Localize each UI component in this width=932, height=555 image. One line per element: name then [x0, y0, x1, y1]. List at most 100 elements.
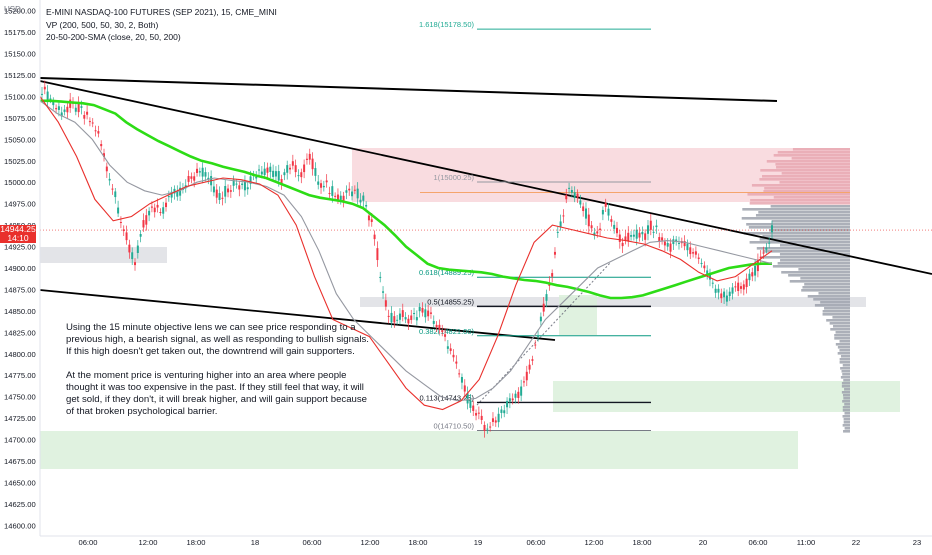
candle-body [274, 171, 277, 177]
candle-body [173, 188, 176, 194]
candle-body [272, 170, 275, 177]
candle-body [635, 229, 638, 239]
volume-profile-bar [830, 328, 850, 331]
candle-body [584, 208, 587, 219]
candle-body [57, 106, 60, 110]
volume-profile-bar [839, 349, 850, 352]
volume-profile-bar [760, 169, 850, 172]
volume-profile-bar [761, 256, 850, 259]
volume-profile-bar [842, 373, 850, 376]
candle-body [63, 109, 66, 112]
candle-body [576, 193, 579, 198]
candle-body [531, 359, 534, 361]
volume-profile-bar [750, 199, 850, 202]
volume-profile-bar [746, 223, 850, 226]
candle-body [404, 317, 407, 320]
candle-body [556, 231, 559, 233]
candle-body [522, 381, 525, 383]
symbol-title[interactable]: E-MINI NASDAQ-100 FUTURES (SEP 2021), 15… [46, 7, 277, 17]
y-tick-label: 15175.00 [4, 28, 36, 37]
volume-profile-bar [842, 406, 850, 409]
candle-body [393, 316, 396, 323]
y-tick-label: 14700.00 [4, 436, 36, 445]
volume-profile-bar [820, 301, 850, 304]
candle-body [742, 284, 745, 290]
x-tick-label: 12:00 [138, 538, 157, 547]
candle-body [438, 324, 441, 330]
x-tick-label: 12:00 [584, 538, 603, 547]
candle-body [545, 294, 548, 301]
volume-profile-bar [839, 358, 850, 361]
y-tick-label: 14750.00 [4, 393, 36, 402]
volume-profile-bar [766, 160, 850, 163]
volume-profile-bar [814, 304, 850, 307]
volume-profile-bar [779, 253, 850, 256]
candle-body [655, 225, 658, 228]
note-paragraph-2: At the moment price is venturing higher … [66, 370, 368, 417]
volume-profile-bar [747, 193, 850, 196]
y-tick-label: 14925.00 [4, 243, 36, 252]
moving-average-line [39, 100, 773, 402]
candle-body [604, 202, 607, 207]
candle-body [596, 231, 599, 234]
candle-body [751, 272, 754, 277]
candle-body [55, 108, 58, 110]
candle-body [297, 175, 300, 177]
volume-profile-bar [758, 211, 850, 214]
candle-body [683, 240, 686, 247]
candle-body [618, 234, 621, 242]
candle-body [491, 418, 494, 422]
candle-body [305, 158, 308, 160]
candle-body [165, 202, 168, 208]
x-tick-label: 19 [474, 538, 482, 547]
candle-body [401, 310, 404, 317]
volume-profile-bar [777, 262, 850, 265]
candle-body [227, 188, 230, 193]
y-tick-label: 15125.00 [4, 71, 36, 80]
volume-profile-bar [833, 325, 850, 328]
candle-body [466, 393, 469, 404]
candle-body [697, 257, 700, 259]
candle-body [334, 195, 337, 197]
candle-body [669, 243, 672, 252]
sma-indicator-label[interactable]: 20-50-200-SMA (close, 20, 50, 200) [46, 32, 181, 42]
candle-body [382, 291, 385, 293]
candle-body [458, 373, 461, 375]
candle-body [599, 228, 602, 230]
volume-profile-bar [791, 157, 850, 160]
volume-profile-bar [780, 244, 850, 247]
candle-body [291, 161, 294, 166]
volume-profile-bar [773, 154, 850, 157]
volume-profile-bar [798, 268, 850, 271]
volume-profile-bar [837, 352, 850, 355]
y-tick-label: 15150.00 [4, 50, 36, 59]
candle-body [649, 220, 652, 230]
candle-body [331, 186, 334, 196]
candle-body [131, 252, 134, 260]
volume-profile-bar [755, 214, 850, 217]
volume-profile-bar [779, 181, 850, 184]
x-tick-label: 06:00 [526, 538, 545, 547]
vp-indicator-label[interactable]: VP (200, 500, 50, 30, 2, Both) [46, 19, 159, 30]
candle-body [83, 114, 86, 119]
candle-body [91, 122, 94, 124]
candle-body [103, 153, 106, 157]
moving-average-line [40, 99, 772, 300]
y-tick-label: 15000.00 [4, 178, 36, 187]
candle-body [717, 288, 720, 293]
volume-profile-bar [802, 286, 850, 289]
candle-body [365, 204, 368, 207]
candle-body [142, 220, 145, 228]
candle-body [345, 190, 348, 193]
volume-profile-bar [826, 319, 850, 322]
candle-body [463, 385, 466, 392]
volume-profile-bar [844, 403, 850, 406]
volume-profile-bar [844, 388, 850, 391]
volume-profile-bar [788, 274, 850, 277]
candle-body [362, 195, 365, 201]
fib-trend-line [476, 261, 612, 406]
candle-body [162, 207, 165, 214]
candle-body [706, 270, 709, 276]
